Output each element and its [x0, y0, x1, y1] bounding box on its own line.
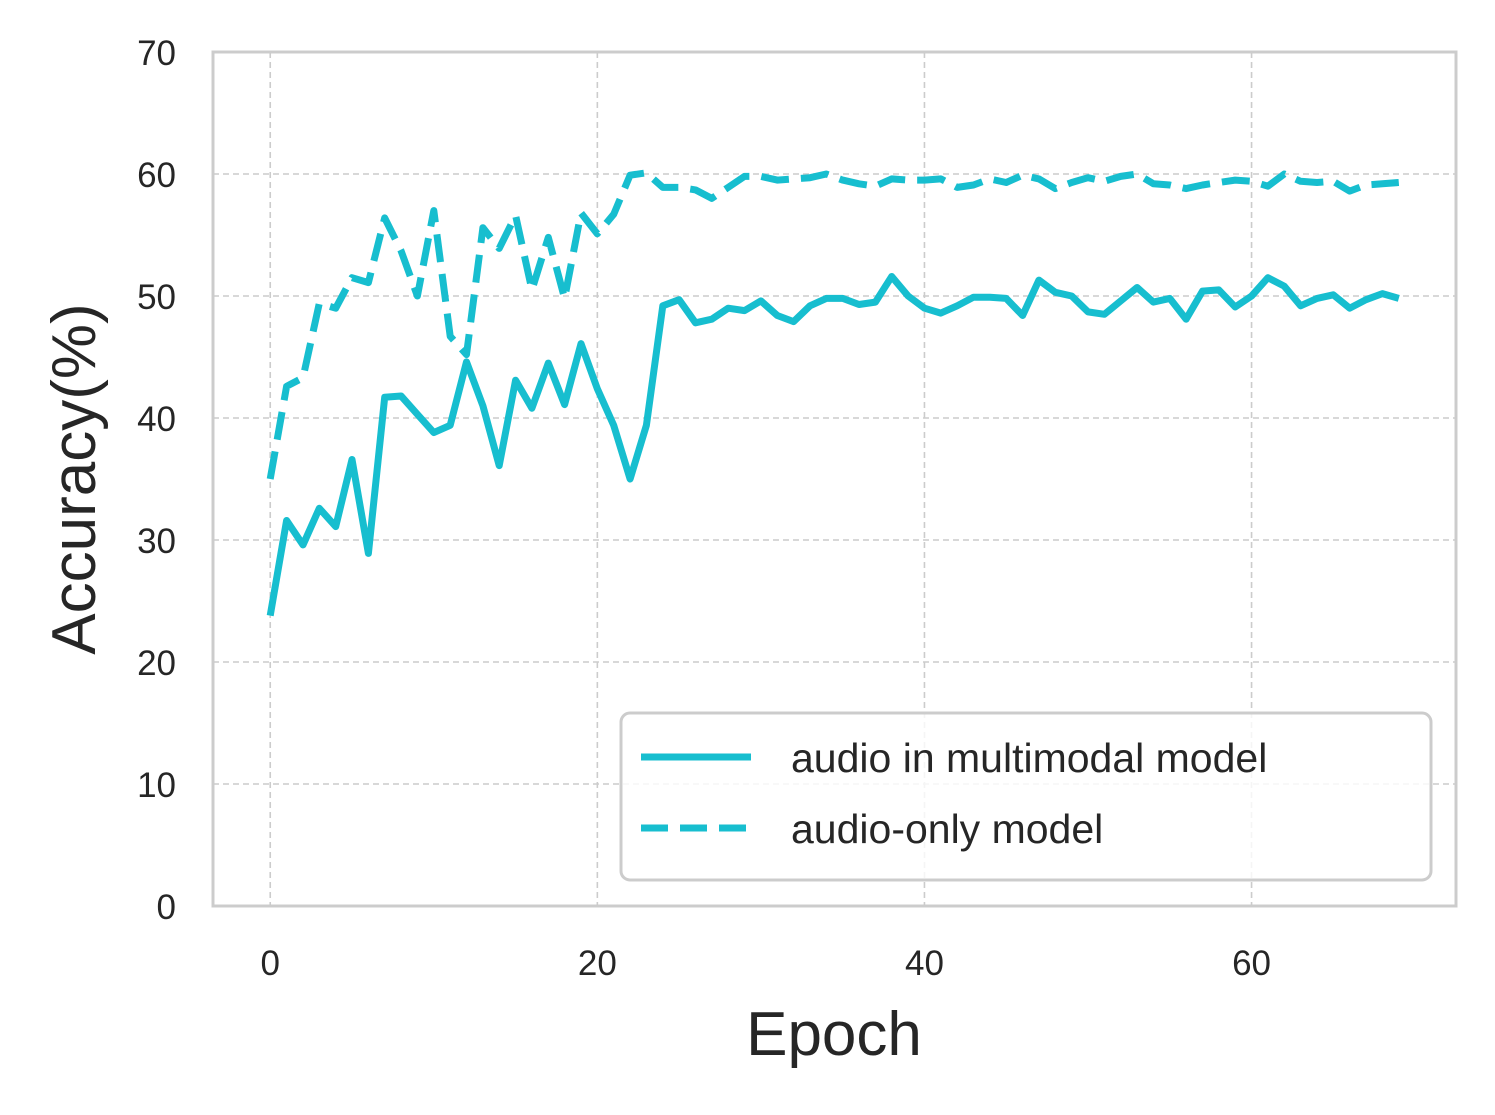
y-tick-label: 40: [137, 400, 176, 439]
x-tick-label: 40: [905, 944, 944, 983]
y-tick-label: 50: [137, 278, 176, 317]
legend-label-audio-only: audio-only model: [791, 806, 1103, 852]
y-tick-label: 20: [137, 644, 176, 683]
y-tick-label: 70: [137, 34, 176, 73]
legend-label-multimodal: audio in multimodal model: [791, 735, 1267, 781]
x-tick-label: 20: [578, 944, 617, 983]
y-tick-label: 30: [137, 522, 176, 561]
y-tick-label: 0: [157, 888, 176, 927]
x-axis-label: Epoch: [746, 1000, 922, 1069]
x-tick-label: 0: [261, 944, 280, 983]
y-tick-label: 10: [137, 766, 176, 805]
x-tick-label: 60: [1232, 944, 1271, 983]
y-tick-label: 60: [137, 156, 176, 195]
y-axis-label: Accuracy(%): [40, 303, 109, 654]
legend: audio in multimodal model audio-only mod…: [621, 713, 1431, 880]
